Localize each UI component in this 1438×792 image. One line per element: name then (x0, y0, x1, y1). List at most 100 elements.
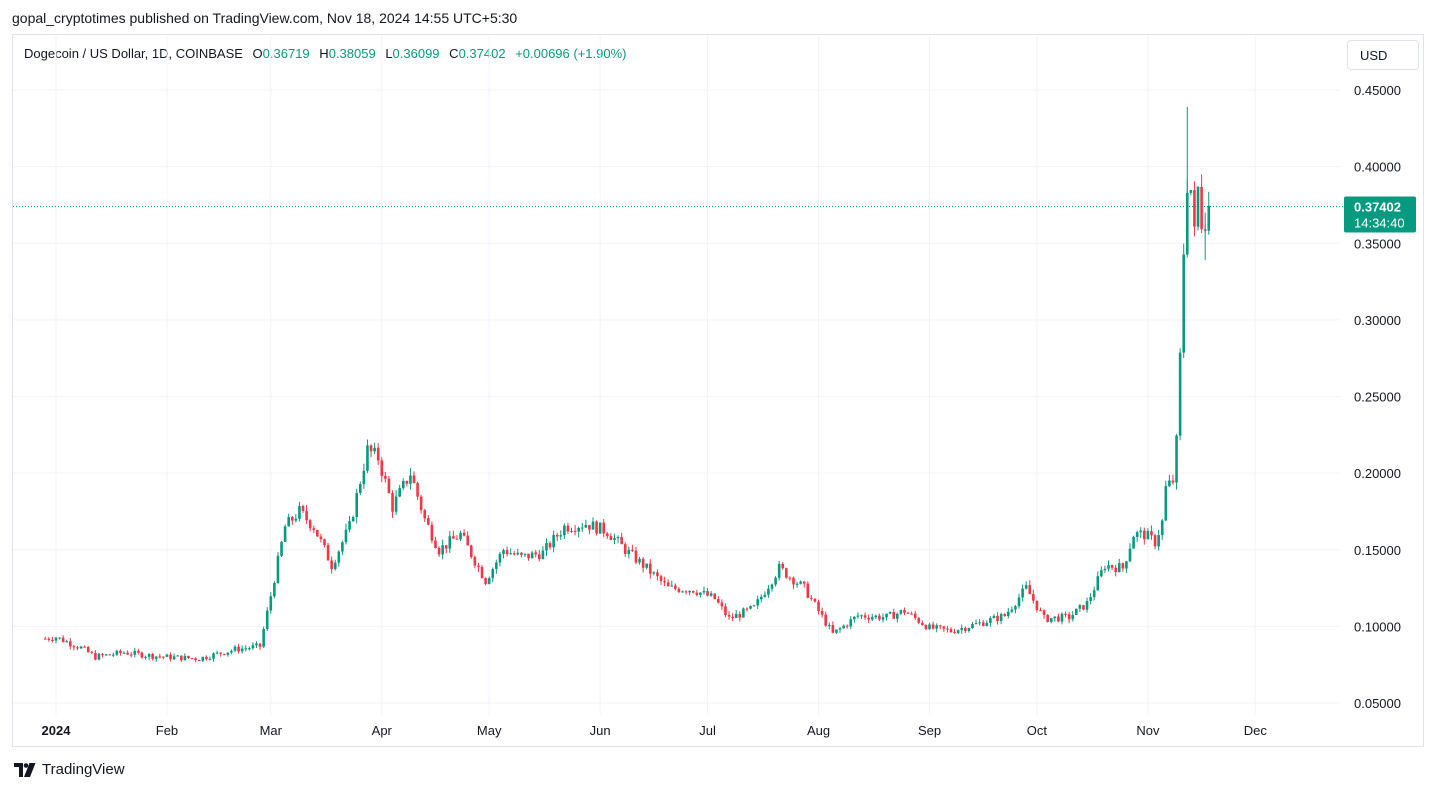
candle-body (111, 654, 115, 656)
high-value: 0.38059 (328, 46, 376, 61)
candle-body (258, 643, 262, 647)
candle-body (638, 558, 641, 563)
candle-body (709, 593, 713, 596)
candle-body (1103, 568, 1107, 571)
currency-button[interactable]: USD (1347, 40, 1419, 70)
close-value: 0.37402 (458, 46, 506, 61)
candle-body (222, 653, 226, 655)
candle-body (398, 488, 401, 497)
candle-body (1178, 352, 1182, 436)
candle-body (255, 643, 258, 646)
candle-body (860, 615, 863, 617)
candle-body (591, 521, 595, 530)
candle-body (516, 552, 520, 555)
candle-body (541, 550, 545, 560)
candle-body (391, 493, 394, 512)
candle-body (319, 536, 323, 540)
candle-body (892, 612, 896, 619)
candle-body (147, 654, 151, 657)
candle-body (559, 535, 563, 537)
candle-body (430, 524, 434, 541)
candle-body (1028, 585, 1032, 595)
x-axis-tick-label: Sep (918, 723, 941, 738)
candle-body (856, 615, 860, 617)
candle-body (853, 616, 856, 620)
candle-body (54, 637, 58, 641)
close-label: C (449, 46, 459, 61)
candle-body (94, 653, 97, 660)
y-axis-tick-label: 0.45000 (1354, 83, 1401, 98)
candle-body (312, 528, 316, 530)
candle-body (366, 445, 369, 471)
candle-body (695, 592, 699, 595)
candle-body (538, 554, 541, 560)
candle-body (1071, 615, 1075, 620)
candle-body (384, 475, 387, 479)
candle-body (1035, 600, 1039, 611)
y-axis-tick-label: 0.40000 (1354, 160, 1401, 175)
x-axis-tick-label: Aug (807, 723, 830, 738)
candle-body (999, 614, 1003, 622)
candle-body (720, 602, 724, 607)
candle-body (555, 534, 559, 537)
candle-body (731, 616, 734, 619)
candle-body (287, 517, 290, 527)
open-label: O (252, 46, 263, 61)
candle-body (684, 591, 688, 593)
candle-body (69, 641, 72, 647)
candle-body (484, 578, 487, 584)
candle-body (974, 623, 978, 625)
candle-body (659, 576, 663, 581)
candle-body (734, 613, 738, 619)
candle-body (448, 536, 452, 549)
candle-body (190, 658, 194, 660)
candle-body (566, 525, 570, 532)
tradingview-logo[interactable]: TradingView (14, 761, 125, 778)
bar-countdown: 14:34:40 (1354, 215, 1405, 230)
candle-body (817, 601, 820, 611)
candle-body (738, 613, 742, 618)
candle-body (1128, 548, 1132, 562)
candle-body (824, 614, 827, 626)
candle-body (294, 518, 298, 521)
candle-body (631, 549, 634, 551)
candle-body (1125, 561, 1128, 569)
candle-body (960, 627, 964, 631)
candle-body (330, 560, 333, 570)
candle-body (416, 482, 419, 497)
candle-body (126, 652, 129, 655)
candle-body (412, 475, 416, 483)
candle-body (305, 510, 308, 521)
candle-body (545, 543, 548, 551)
candle-body (795, 583, 799, 585)
candle-body (727, 614, 731, 617)
instrument-name[interactable]: Dogecoin / US Dollar, 1D, COINBASE (24, 46, 243, 61)
candle-body (226, 652, 230, 655)
candle-body (1003, 614, 1006, 616)
candle-body (248, 648, 251, 650)
open-value: 0.36719 (262, 46, 310, 61)
candle-body (333, 562, 337, 570)
candle-body (1039, 610, 1042, 612)
y-axis-tick-label: 0.25000 (1354, 390, 1401, 405)
candle-body (176, 655, 180, 657)
candle-body (380, 460, 384, 476)
candle-body (469, 545, 473, 557)
candle-body (298, 505, 301, 519)
candle-body (749, 605, 752, 609)
candle-body (752, 605, 756, 607)
candle-body (1042, 610, 1046, 615)
candle-body (61, 637, 65, 643)
candle-body (613, 537, 616, 541)
candle-body (641, 558, 645, 568)
candle-body (584, 525, 588, 528)
candle-body (964, 627, 967, 631)
candle-body (674, 585, 677, 589)
chart-frame[interactable] (12, 34, 1424, 747)
candle-body (1164, 486, 1168, 521)
tradingview-logo-icon (14, 762, 36, 777)
candle-body (792, 577, 795, 585)
candle-body (978, 622, 981, 624)
candle-body (1064, 613, 1067, 615)
